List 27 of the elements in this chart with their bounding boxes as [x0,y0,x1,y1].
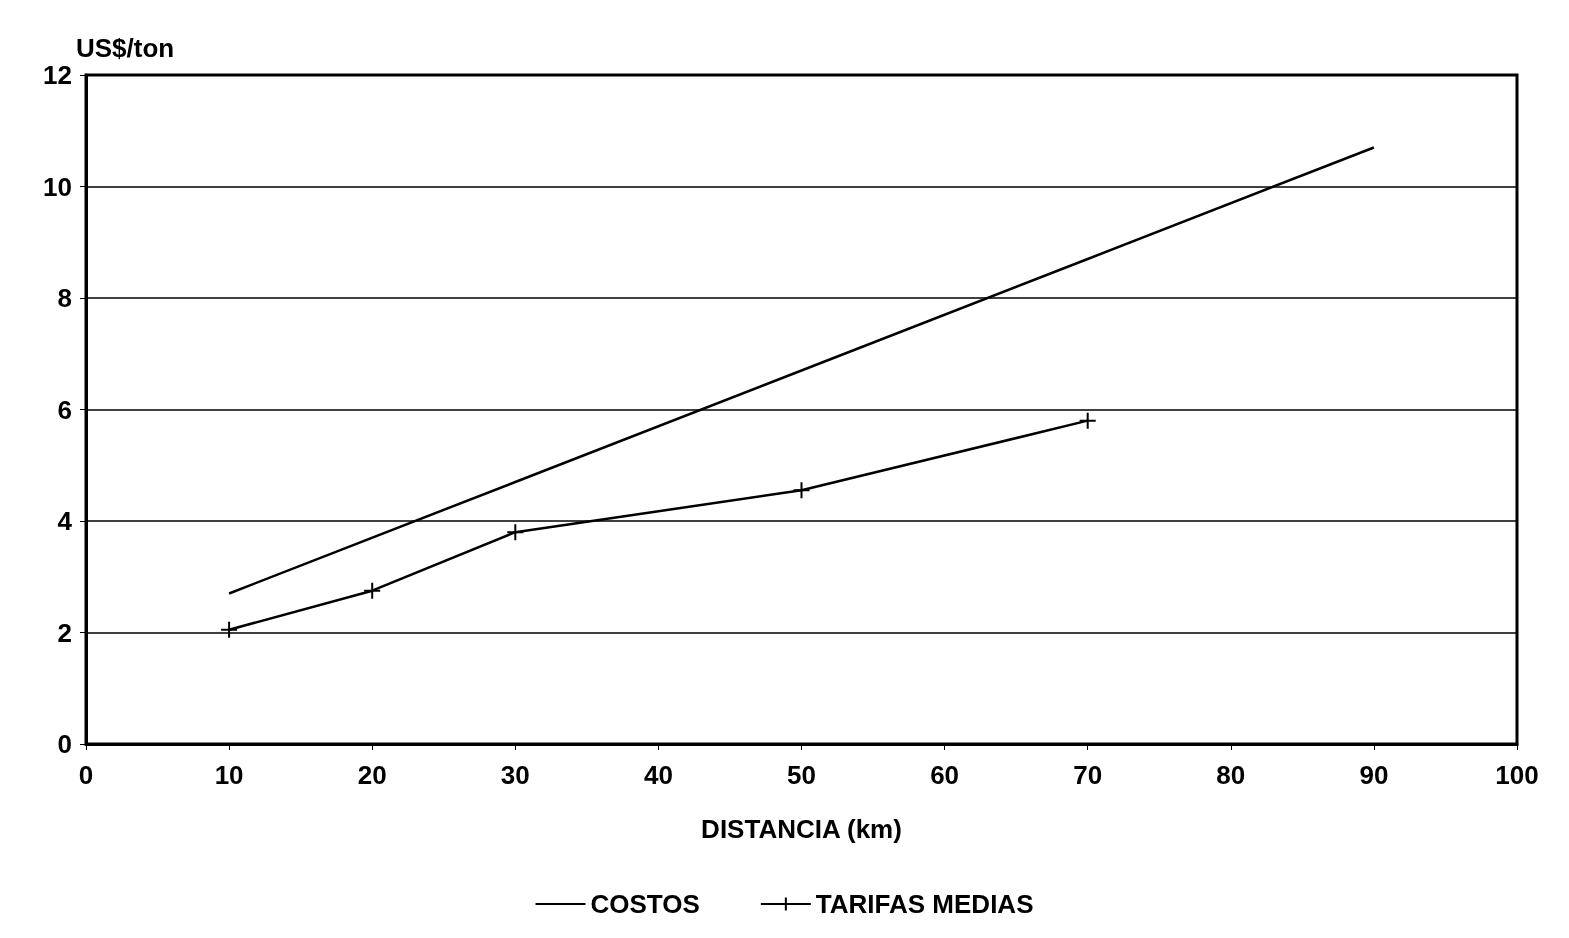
x-tick-label: 30 [500,760,530,790]
point [506,523,525,542]
x-tick-label: 60 [930,760,960,790]
x-tick-label: 40 [643,760,673,790]
x-tick-label: 70 [1073,760,1103,790]
y-tick-label: 2 [57,617,72,648]
point [1078,411,1097,430]
y-tick-label: 12 [43,60,72,90]
x-tick-label: 20 [357,760,387,790]
point [220,620,239,639]
y-tick-label: 4 [57,506,73,536]
x-tick-label: 50 [787,760,816,790]
legend-label: TARIFAS MEDIAS [815,889,1034,919]
x-tick-label: 0 [78,760,94,790]
x-tick-label: 80 [1216,760,1246,790]
y-tick-label: 0 [57,729,72,759]
y-tick-label: 6 [57,394,72,425]
x-tick-label: 90 [1359,760,1389,790]
point [792,481,811,500]
legend-label: COSTOS [590,889,700,919]
x-tick-label: 10 [214,760,244,790]
y-axis-title: US$/ton [76,33,175,63]
x-tick-label: 100 [1495,760,1539,790]
point [363,581,382,600]
x-axis-title: DISTANCIA (km) [701,814,902,844]
y-tick-label: 8 [57,283,72,313]
y-tick-label: 10 [43,171,72,202]
